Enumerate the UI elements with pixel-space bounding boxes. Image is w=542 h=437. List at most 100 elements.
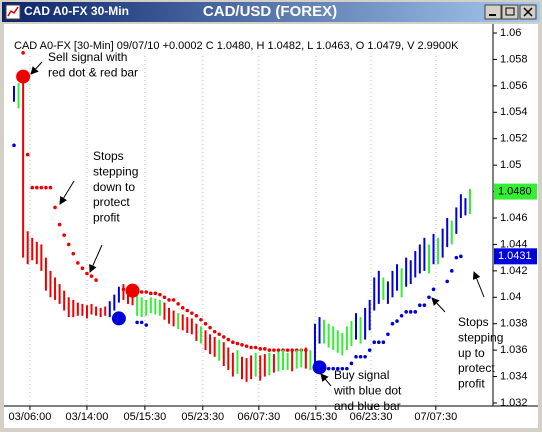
app-icon-glyph [7, 6, 19, 17]
stop-dot [171, 298, 176, 302]
stop-dot [35, 185, 39, 190]
stop-dot [253, 345, 258, 350]
stop-dot [340, 366, 345, 371]
stop-dot [185, 308, 190, 313]
y-tick-label: 1.058 [500, 53, 528, 65]
signal-dot [125, 283, 140, 298]
stop-dot [335, 366, 340, 371]
annotation: up to [458, 346, 485, 360]
stop-dot [221, 335, 226, 339]
stop-dot [208, 325, 212, 330]
stop-dot [431, 287, 436, 292]
stop-dot [94, 278, 98, 282]
annotation: with blue dot [333, 383, 402, 397]
stop-dot [386, 332, 390, 337]
y-tick-label: 1.044 [500, 238, 528, 250]
stop-dot [76, 261, 80, 265]
stop-dot [377, 340, 381, 345]
signal-dot [16, 69, 31, 84]
arrow [89, 244, 103, 273]
stop-dot [422, 303, 427, 308]
y-tick-label: 1.05 [500, 159, 521, 171]
stop-dot [57, 222, 62, 227]
stop-dot [71, 251, 76, 256]
stop-dot [285, 348, 290, 352]
stop-dot [372, 340, 377, 345]
arrow [30, 61, 43, 75]
annotation: and blue bar [334, 399, 401, 413]
price-marker-label: 1.0480 [498, 185, 532, 197]
stop-dot [390, 321, 395, 326]
stop-dot [53, 205, 57, 210]
y-tick-label: 1.054 [500, 106, 528, 118]
stop-dot [25, 152, 30, 157]
stop-dot [199, 317, 203, 322]
annotation: stepping [93, 164, 138, 178]
signal-dot [312, 360, 327, 375]
y-tick-label: 1.032 [500, 397, 528, 409]
stop-dot [66, 242, 71, 247]
stop-dot [413, 310, 418, 314]
stop-dot [80, 266, 85, 271]
minimize-button[interactable] [484, 4, 502, 20]
info-line: CAD A0-FX [30-Min] 09/07/10 +0.0002 C 1.… [14, 40, 459, 52]
stop-dot [454, 255, 459, 260]
stop-dot [39, 185, 44, 190]
stop-dot [139, 290, 144, 294]
stop-dot [226, 337, 231, 342]
signal-dot [111, 311, 126, 326]
price-marker [494, 248, 537, 265]
stop-dot [345, 366, 349, 371]
stop-dot [44, 185, 48, 190]
stop-dot [367, 348, 372, 352]
stop-dot [349, 361, 354, 366]
annotation: stepping [458, 330, 503, 344]
x-tick-label: 06/15:30 [294, 411, 337, 423]
stop-dot [358, 354, 363, 359]
stop-dot [203, 321, 208, 326]
stop-dot [263, 347, 267, 351]
x-tick-label: 03/06:00 [9, 411, 52, 423]
arrow [472, 271, 485, 298]
stop-dot [258, 347, 263, 351]
stop-dot [408, 310, 413, 314]
price-marker-label: 1.0431 [498, 250, 532, 262]
stop-dot [276, 348, 281, 352]
y-tick-label: 1.042 [500, 265, 528, 277]
stop-dot [267, 348, 272, 352]
window-title: CAD A0-FX 30-Min [24, 4, 129, 18]
stop-dot [167, 298, 171, 302]
stop-dot [404, 310, 408, 314]
stop-dot [459, 254, 463, 259]
stop-dot [176, 302, 180, 306]
y-tick-label: 1.04 [500, 291, 521, 303]
annotation: Stops [458, 315, 489, 329]
stop-dot [212, 329, 217, 334]
stop-dot [363, 354, 367, 359]
annotation: red dot & red bar [48, 65, 138, 79]
x-tick-label: 06/23:30 [350, 411, 393, 423]
stop-dot [149, 291, 153, 296]
maximize-button[interactable] [501, 4, 519, 20]
stop-dot [135, 320, 139, 325]
window-buttons [484, 4, 537, 20]
stop-dot [139, 320, 144, 325]
y-tick-label: 1.036 [500, 344, 528, 356]
stop-dot [235, 341, 240, 346]
stop-dot [62, 233, 66, 237]
stop-dot [326, 366, 331, 371]
arrow [320, 373, 332, 387]
y-tick-label: 1.038 [500, 318, 528, 330]
stop-dot [48, 185, 53, 190]
annotation: down to [93, 180, 135, 194]
title-bar [2, 2, 540, 22]
close-glyph [523, 7, 533, 17]
stop-dot [12, 143, 16, 148]
stop-dot [244, 344, 249, 348]
annotation: protect [458, 361, 495, 375]
stop-dot [231, 340, 235, 345]
stop-dot [240, 343, 244, 347]
stop-dot [272, 348, 276, 352]
annotation: profit [458, 376, 485, 390]
